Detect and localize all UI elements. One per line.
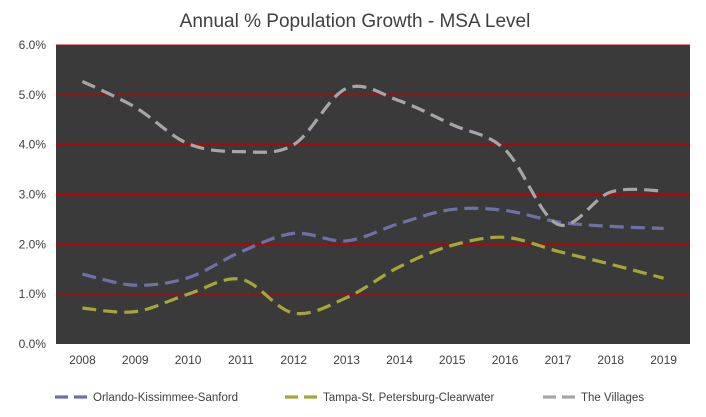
x-tick-label: 2013 xyxy=(333,353,360,367)
x-tick-label: 2008 xyxy=(69,353,96,367)
series-line-0 xyxy=(82,206,664,287)
y-tick-label: 0.0% xyxy=(19,337,47,351)
x-tick-label: 2011 xyxy=(228,353,254,367)
series-line-2 xyxy=(81,79,664,227)
grid-lines xyxy=(56,44,690,295)
y-tick-label: 6.0% xyxy=(19,38,47,52)
x-tick-label: 2014 xyxy=(386,353,413,367)
y-tick-label: 5.0% xyxy=(19,88,47,102)
legend-label-0: Orlando-Kissimmee-Sanford xyxy=(93,392,238,404)
legend: Orlando-Kissimmee-Sanford Tampa-St. Peter… xyxy=(55,392,644,404)
x-tick-label: 2009 xyxy=(122,353,149,367)
y-tick-label: 3.0% xyxy=(19,188,47,202)
x-tick-label: 2012 xyxy=(280,353,307,367)
x-axis-ticks: 2008 2009 2010 2011 2012 2013 2014 2015 2016 2017… xyxy=(69,353,677,367)
y-tick-label: 2.0% xyxy=(19,237,47,251)
chart-title: Annual % Population Growth - MSA Level xyxy=(180,11,531,32)
x-tick-label: 2017 xyxy=(545,353,572,367)
x-tick-label: 2016 xyxy=(492,353,519,367)
x-tick-label: 2019 xyxy=(650,353,677,367)
series-line-1 xyxy=(82,235,664,316)
series-lines xyxy=(81,79,664,316)
legend-label-1: Tampa-St. Petersburg-Clearwater xyxy=(323,392,494,404)
x-tick-label: 2018 xyxy=(597,353,624,367)
y-tick-label: 4.0% xyxy=(19,138,47,152)
x-tick-label: 2010 xyxy=(175,353,202,367)
y-axis-ticks: 0.0% 1.0% 2.0% 3.0% 4.0% 5.0% 6.0% xyxy=(19,38,47,351)
y-tick-label: 1.0% xyxy=(19,287,47,301)
legend-label-2: The Villages xyxy=(581,392,644,404)
x-tick-label: 2015 xyxy=(439,353,466,367)
